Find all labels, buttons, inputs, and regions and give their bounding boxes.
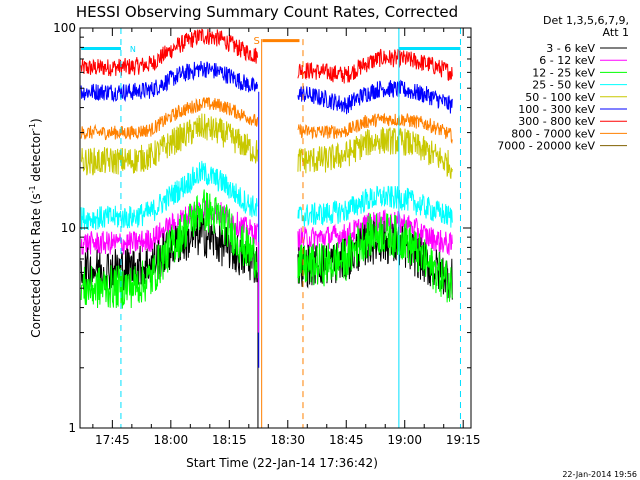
legend-label-2: 12 - 25 keV <box>532 66 595 79</box>
legend-label-8: 7000 - 20000 keV <box>497 140 595 153</box>
series-line-800to7000keV-seg0 <box>80 96 259 141</box>
series-line-25to50keV-seg1 <box>297 185 453 228</box>
flag-s-label: S <box>253 36 259 47</box>
series-line-6to12keV-seg0 <box>80 199 259 255</box>
series-line-25to50keV-seg0 <box>80 160 258 231</box>
y-axis-label: Corrected Count Rate (s-1 detector-1) <box>28 118 43 337</box>
series-line-12to25keV-seg0 <box>80 189 259 309</box>
x-tick-label-18:45: 18:45 <box>329 433 364 447</box>
y-tick-label-1: 1 <box>68 421 76 435</box>
x-tick-label-17:45: 17:45 <box>95 433 130 447</box>
legend-header-line1: Det 1,3,5,6,7,9, <box>543 14 629 27</box>
chart-title: HESSI Observing Summary Count Rates, Cor… <box>76 3 458 21</box>
series-line-100to300keV-seg0 <box>80 60 259 103</box>
legend-header-line2: Att 1 <box>603 26 629 39</box>
x-tick-label-18:00: 18:00 <box>154 433 189 447</box>
legend-label-7: 800 - 7000 keV <box>511 127 595 140</box>
x-tick-label-18:15: 18:15 <box>212 433 247 447</box>
footer-timestamp: 22-Jan-2014 19:56 <box>562 470 637 479</box>
x-tick-label-19:00: 19:00 <box>387 433 422 447</box>
y-tick-label-10: 10 <box>61 221 76 235</box>
series-line-6to12keV-seg1 <box>297 209 453 256</box>
series-line-100to300keV-seg1 <box>297 79 453 115</box>
x-axis-label: Start Time (22-Jan-14 17:36:42) <box>186 456 378 470</box>
y-tick-label-100: 100 <box>53 21 76 35</box>
legend-label-3: 25 - 50 keV <box>532 79 595 92</box>
series-line-300to800keV-seg1 <box>297 48 453 84</box>
flag-n-label: N <box>130 45 136 54</box>
legend-label-1: 6 - 12 keV <box>539 54 595 67</box>
series-line-50to100keV-seg0 <box>80 113 259 176</box>
series-line-12to25keV-seg1 <box>297 212 453 303</box>
series-line-300to800keV-seg0 <box>80 28 259 77</box>
legend-label-6: 300 - 800 keV <box>518 115 595 128</box>
legend-label-0: 3 - 6 keV <box>546 42 595 55</box>
legend-label-5: 100 - 300 keV <box>518 103 595 116</box>
x-tick-label-19:15: 19:15 <box>446 433 481 447</box>
x-tick-label-18:30: 18:30 <box>270 433 305 447</box>
legend-label-4: 50 - 100 keV <box>525 91 595 104</box>
series-line-800to7000keV-seg1 <box>297 112 453 144</box>
series-line-50to100keV-seg1 <box>297 127 453 179</box>
